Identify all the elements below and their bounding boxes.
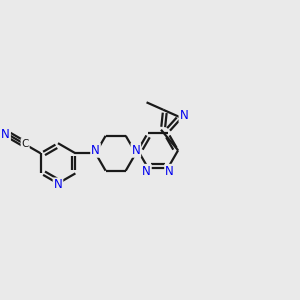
Text: N: N [54, 178, 62, 191]
Text: N: N [142, 165, 151, 178]
Text: N: N [1, 128, 10, 141]
Text: N: N [165, 165, 174, 178]
Text: N: N [179, 109, 188, 122]
Text: N: N [91, 144, 100, 157]
Text: C: C [21, 139, 29, 149]
Text: N: N [131, 144, 140, 157]
